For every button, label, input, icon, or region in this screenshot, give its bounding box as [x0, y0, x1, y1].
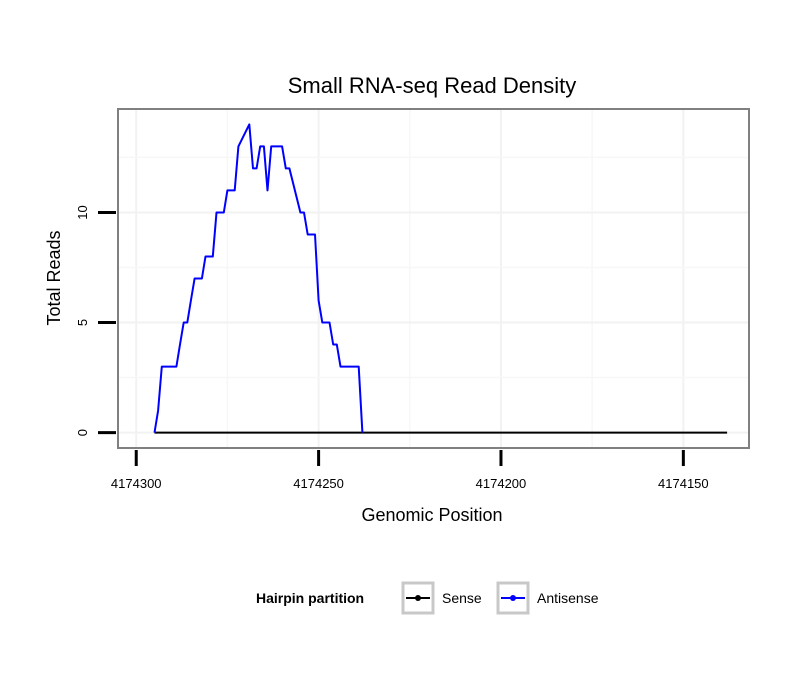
legend-label-antisense: Antisense: [537, 590, 599, 606]
x-axis: 4174300 4174250 4174200 4174150: [111, 450, 709, 491]
chart-title: Small RNA-seq Read Density: [288, 73, 577, 98]
legend-label-sense: Sense: [442, 590, 482, 606]
x-axis-label: Genomic Position: [361, 505, 502, 525]
legend-item-sense: Sense: [401, 581, 482, 615]
y-axis-label: Total Reads: [44, 230, 64, 325]
x-tick-label: 4174250: [293, 476, 344, 491]
y-tick-label: 0: [75, 429, 90, 436]
y-tick-label: 10: [75, 205, 90, 219]
x-tick-label: 4174200: [476, 476, 527, 491]
y-tick-label: 5: [75, 319, 90, 326]
legend-title: Hairpin partition: [256, 590, 364, 606]
series-lines: [153, 123, 728, 434]
legend-point-antisense: [510, 595, 516, 601]
legend: Hairpin partition Sense Antisense: [256, 581, 599, 615]
series-line-antisense: [153, 123, 364, 433]
legend-item-antisense: Antisense: [496, 581, 599, 615]
legend-point-sense: [415, 595, 421, 601]
grid-lines: [118, 109, 749, 448]
plot-panel-border: [117, 108, 750, 449]
x-tick-label: 4174150: [658, 476, 709, 491]
y-axis: 0 5 10: [75, 205, 116, 436]
x-tick-label: 4174300: [111, 476, 162, 491]
